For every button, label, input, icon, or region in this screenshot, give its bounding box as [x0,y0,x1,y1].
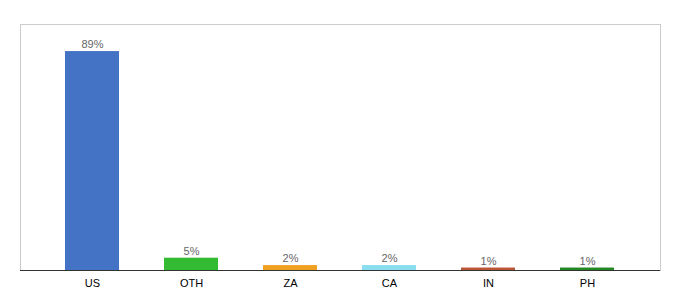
svg-text:1%: 1% [580,255,596,267]
svg-text:2%: 2% [382,252,398,264]
svg-text:89%: 89% [81,38,103,50]
svg-text:2%: 2% [283,252,299,264]
svg-text:IN: IN [483,277,494,289]
svg-text:1%: 1% [481,255,497,267]
svg-text:ZA: ZA [283,277,298,289]
svg-text:5%: 5% [184,245,200,257]
svg-text:US: US [85,277,100,289]
svg-text:PH: PH [580,277,595,289]
svg-text:CA: CA [382,277,398,289]
svg-text:OTH: OTH [180,277,203,289]
